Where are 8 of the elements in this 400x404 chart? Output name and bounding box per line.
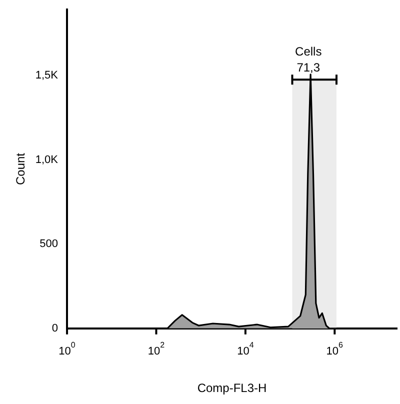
y-tick-label: 1,0K xyxy=(35,154,59,166)
x-axis-title: Comp-FL3-H xyxy=(197,381,267,396)
y-tick-label: 1,5K xyxy=(35,69,59,82)
y-tick-label: 0 xyxy=(52,322,58,334)
y-axis-title: Count xyxy=(14,152,28,186)
y-tick-label: 500 xyxy=(40,238,58,250)
annotation: 71,3 xyxy=(296,60,320,75)
band-label: Cells xyxy=(295,44,322,59)
